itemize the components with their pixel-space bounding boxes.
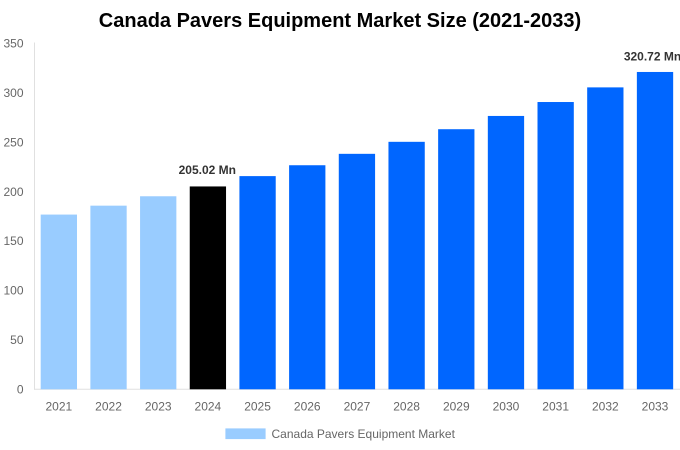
svg-text:2032: 2032 <box>592 400 619 414</box>
svg-text:2029: 2029 <box>443 400 470 414</box>
svg-text:2023: 2023 <box>145 400 172 414</box>
svg-text:Canada Pavers Equipment Market: Canada Pavers Equipment Market Size (202… <box>99 10 581 32</box>
svg-text:Canada Pavers Equipment Market: Canada Pavers Equipment Market <box>272 427 456 441</box>
svg-text:205.02 Mn: 205.02 Mn <box>179 163 236 177</box>
svg-text:2024: 2024 <box>195 400 222 414</box>
svg-text:150: 150 <box>3 234 23 248</box>
svg-text:2033: 2033 <box>642 400 669 414</box>
svg-text:2021: 2021 <box>45 400 72 414</box>
svg-text:300: 300 <box>3 86 23 100</box>
svg-text:0: 0 <box>17 383 24 397</box>
svg-text:2025: 2025 <box>244 400 271 414</box>
svg-text:320.72 Mn: 320.72 Mn <box>624 50 680 64</box>
svg-text:2030: 2030 <box>493 400 520 414</box>
svg-text:350: 350 <box>3 36 23 50</box>
svg-text:2031: 2031 <box>542 400 569 414</box>
svg-text:2027: 2027 <box>344 400 371 414</box>
svg-text:2022: 2022 <box>95 400 122 414</box>
svg-text:200: 200 <box>3 185 23 199</box>
svg-text:50: 50 <box>10 333 24 347</box>
svg-text:250: 250 <box>3 135 23 149</box>
svg-text:100: 100 <box>3 284 23 298</box>
svg-text:2028: 2028 <box>393 400 420 414</box>
svg-text:2026: 2026 <box>294 400 321 414</box>
